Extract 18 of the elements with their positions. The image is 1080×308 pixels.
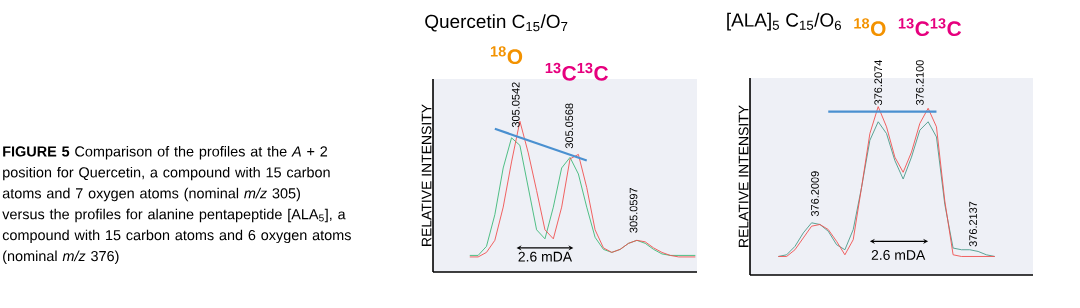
annotation: 2.6 mDA [871, 250, 926, 260]
annotation: 305.0568 [565, 103, 574, 149]
y-axis-title: RELATIVE INTENSITY [738, 105, 749, 247]
annotation: 305.0597 [629, 187, 638, 233]
text: $^{18}$O [854, 18, 886, 37]
text: $^{18}$O [490, 46, 523, 65]
annotation: 305.0542 [511, 82, 520, 128]
annotation: 376.2137 [969, 201, 977, 247]
annotation: 2.6 mDA [518, 251, 573, 262]
text: $^{13}$C$^{13}$C [898, 18, 962, 37]
text: 376.2074 [874, 60, 883, 106]
text: 376.2100 [915, 60, 924, 106]
text: $^{13}$C$^{13}$C [545, 62, 609, 81]
chart-title: [ALA]$_{5}$ C$_{15}$/O$_{6}$ [727, 12, 841, 31]
chart-title: Quercetin C$_{15}$/O$_{7}$ [425, 14, 568, 32]
y-axis-title: RELATIVE INTENSITY [421, 104, 432, 246]
annotation: 376.2009 [811, 171, 819, 217]
text: FIGURE 5 Comparison of the profiles at the A + 2 position for Quercetin, a compound with 15 carbon atoms and 7 oxygen atoms (nominal m/z 305) versus the profiles for alanine pentapeptide [ALA$_{5}$], a compound with 15 carbon atoms and 6 oxygen atoms (nominal m/z 376) [2, 145, 351, 265]
